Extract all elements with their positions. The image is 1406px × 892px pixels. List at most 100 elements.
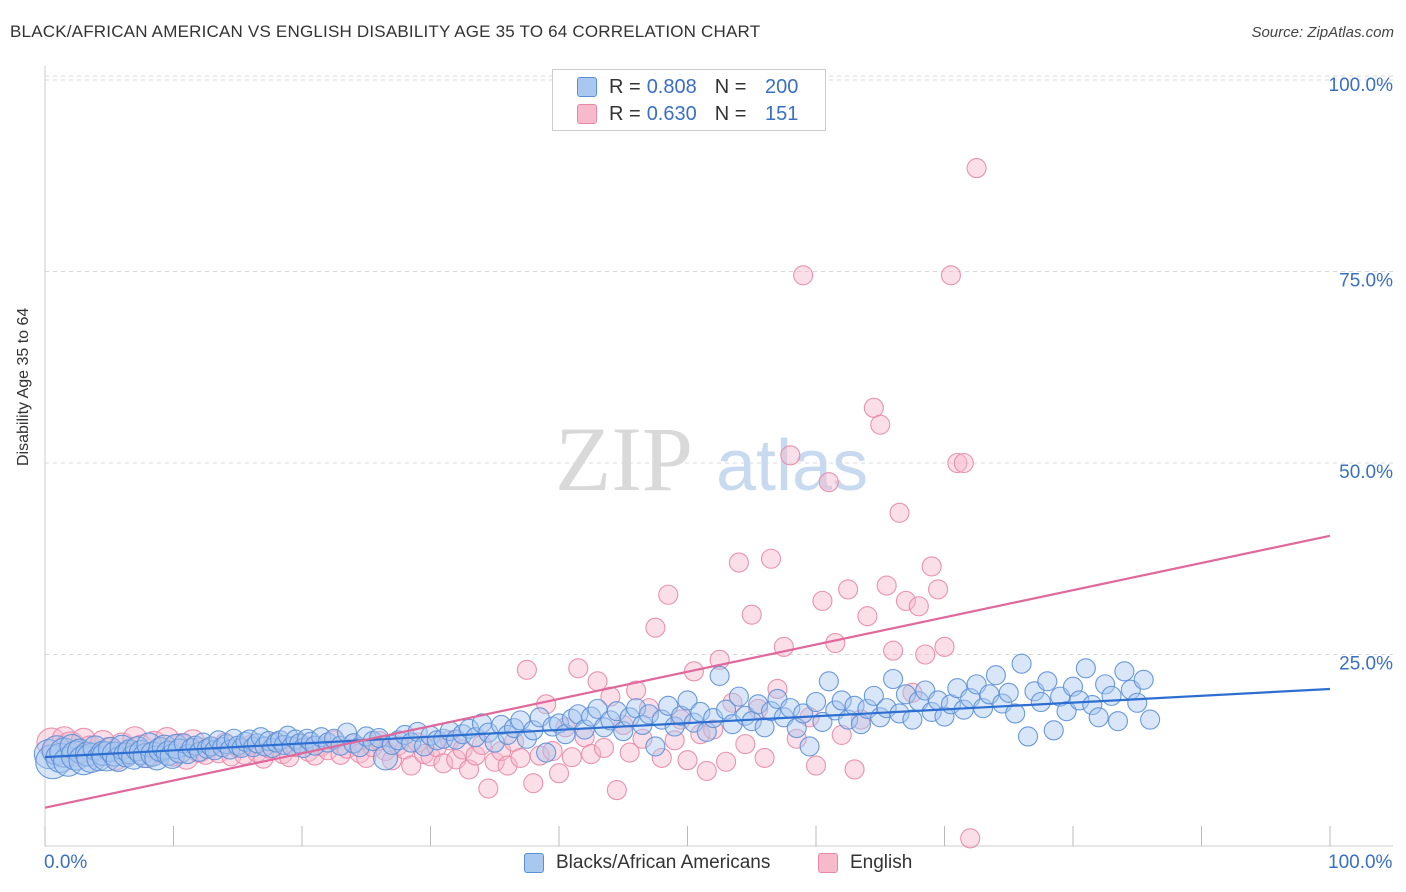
english-point <box>568 658 589 679</box>
pink-swatch <box>577 104 597 124</box>
english-point <box>780 445 801 466</box>
blacks-point <box>1133 669 1154 690</box>
english-point <box>863 397 884 418</box>
x-tick-max: 100.0% <box>1328 852 1393 873</box>
blacks-point <box>638 704 660 725</box>
blacks-point <box>889 703 910 724</box>
english-point <box>523 773 544 794</box>
english-point <box>966 158 987 179</box>
blacks-point <box>1011 653 1032 674</box>
english-point <box>632 728 653 749</box>
english-point <box>593 737 615 759</box>
english-point <box>825 632 846 654</box>
english-point <box>857 606 878 627</box>
english-point <box>696 760 717 781</box>
blacks-point <box>1107 711 1129 732</box>
blacks-points <box>33 653 1161 780</box>
blacks-point <box>1088 707 1109 728</box>
english-point <box>947 452 968 474</box>
blacks-point <box>1114 661 1135 682</box>
blacks-point <box>863 685 884 706</box>
y-tick-label: 25.0% <box>1339 654 1393 675</box>
english-point <box>561 747 582 768</box>
blacks-point <box>883 668 904 690</box>
english-point <box>728 552 749 573</box>
grid-lines <box>45 75 1393 655</box>
blue-swatch <box>524 853 544 873</box>
trend-lines <box>44 534 1331 809</box>
english-point <box>651 747 672 768</box>
english-point <box>510 747 531 768</box>
blacks-point <box>805 691 827 713</box>
y-axis-label: Disability Age 35 to 64 <box>15 307 32 466</box>
english-point <box>934 636 955 657</box>
blacks-point <box>568 704 589 725</box>
blacks-point <box>491 714 512 736</box>
english-point <box>741 604 762 625</box>
english-point <box>664 730 685 751</box>
english-point <box>735 734 756 755</box>
stats-legend: R = 0.808 N = 200 R = 0.630 N = 151 <box>552 69 826 131</box>
english-point <box>581 744 602 765</box>
english-point <box>401 755 422 776</box>
axes <box>44 66 1393 847</box>
blacks-point <box>760 701 782 722</box>
english-point <box>805 755 827 776</box>
blacks-trend-line <box>44 687 1331 759</box>
r-value: 0.808 <box>646 75 697 98</box>
english-point <box>760 548 782 569</box>
english-point <box>876 575 897 596</box>
n-label: N = <box>714 102 747 125</box>
english-point <box>542 740 563 762</box>
r-label: R = <box>609 75 641 98</box>
r-label: R = <box>609 102 641 125</box>
english-point <box>478 778 499 799</box>
blacks-point <box>985 665 1006 686</box>
blacks-point <box>372 745 399 771</box>
stats-row-blacks: R = 0.808 N = 200 <box>577 75 798 99</box>
english-point <box>928 579 949 600</box>
y-tick-label: 75.0% <box>1339 271 1393 292</box>
english-point <box>831 724 852 745</box>
legend-label: English <box>850 852 913 873</box>
english-point <box>619 742 640 763</box>
blacks-point <box>266 732 287 753</box>
english-point <box>452 739 473 760</box>
blacks-point <box>1095 674 1116 695</box>
blacks-point <box>1005 703 1026 724</box>
english-point <box>548 763 570 784</box>
legend-item-blacks[interactable]: Blacks/African Americans <box>524 852 770 874</box>
english-point <box>793 265 814 286</box>
english-trend-line <box>44 534 1331 809</box>
blacks-point <box>748 694 769 715</box>
y-tick-labels: 25.0% 50.0% 75.0% 100.0% <box>1329 75 1394 675</box>
english-point <box>953 452 974 474</box>
blacks-point <box>818 671 839 692</box>
blacks-point <box>1017 726 1039 747</box>
blacks-point <box>1030 691 1051 713</box>
english-point <box>754 747 775 768</box>
legend-item-english[interactable]: English <box>818 852 912 874</box>
english-point <box>497 755 518 776</box>
english-point <box>908 596 929 617</box>
english-point <box>786 728 807 749</box>
blacks-point <box>831 690 852 711</box>
english-point <box>658 584 679 605</box>
english-point <box>626 680 647 701</box>
blacks-point <box>844 695 865 716</box>
blacks-point <box>1127 692 1148 713</box>
blacks-point <box>998 682 1019 703</box>
english-point <box>960 828 981 849</box>
english-point <box>587 671 608 692</box>
english-point <box>921 556 942 577</box>
blacks-point <box>548 713 570 734</box>
blue-swatch <box>577 77 597 97</box>
english-point <box>433 753 454 774</box>
x-tick-min: 0.0% <box>44 852 88 873</box>
blacks-point <box>1056 701 1077 722</box>
blacks-point <box>1075 658 1096 679</box>
english-point <box>883 640 904 661</box>
blacks-point <box>1037 671 1058 692</box>
english-point <box>844 759 865 780</box>
y-tick-label: 50.0% <box>1339 462 1393 483</box>
